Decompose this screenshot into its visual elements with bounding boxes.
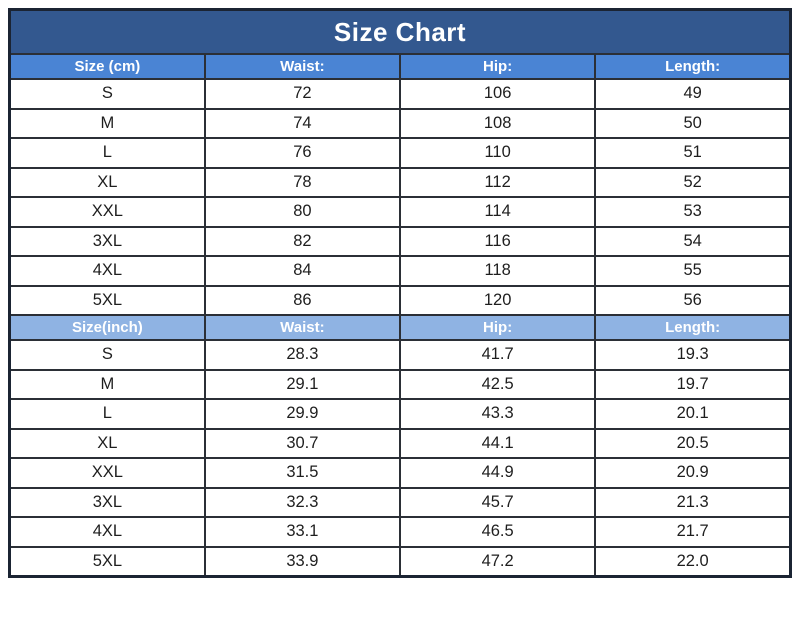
length-value-cell: 51 — [594, 137, 792, 169]
cm-hip-column-header: Hip: — [398, 53, 597, 80]
cm-size-column-header: Size (cm) — [8, 53, 206, 80]
waist-value-cell: 82 — [203, 225, 402, 257]
length-value-cell: 56 — [594, 284, 792, 316]
hip-value-cell: 44.9 — [398, 457, 597, 489]
hip-value-cell: 112 — [398, 166, 597, 198]
cm-row-xl: XL 78 112 52 — [8, 166, 792, 198]
cm-row-5xl: 5XL 86 120 56 — [8, 284, 792, 316]
length-value-cell: 53 — [594, 196, 792, 228]
waist-value-cell: 32.3 — [203, 486, 402, 518]
length-value-cell: 21.7 — [594, 516, 792, 548]
inch-row-xl: XL 30.7 44.1 20.5 — [8, 427, 792, 459]
size-label-cell: XL — [8, 427, 206, 459]
length-value-cell: 49 — [594, 78, 792, 110]
size-label-cell: L — [8, 398, 206, 430]
hip-value-cell: 118 — [398, 255, 597, 287]
inch-row-xxl: XXL 31.5 44.9 20.9 — [8, 457, 792, 489]
inch-hip-column-header: Hip: — [398, 314, 597, 341]
cm-header-row: Size (cm) Waist: Hip: Length: — [8, 53, 792, 80]
page-title: Size Chart — [8, 8, 792, 55]
hip-value-cell: 110 — [398, 137, 597, 169]
waist-value-cell: 28.3 — [203, 339, 402, 371]
hip-value-cell: 116 — [398, 225, 597, 257]
hip-value-cell: 45.7 — [398, 486, 597, 518]
hip-value-cell: 47.2 — [398, 545, 597, 578]
waist-value-cell: 33.1 — [203, 516, 402, 548]
length-value-cell: 19.7 — [594, 368, 792, 400]
waist-value-cell: 86 — [203, 284, 402, 316]
cm-row-xxl: XXL 80 114 53 — [8, 196, 792, 228]
waist-value-cell: 80 — [203, 196, 402, 228]
size-chart-table: Size Chart Size (cm) Waist: Hip: Length:… — [8, 8, 792, 578]
hip-value-cell: 108 — [398, 107, 597, 139]
waist-value-cell: 72 — [203, 78, 402, 110]
size-label-cell: M — [8, 107, 206, 139]
cm-length-column-header: Length: — [594, 53, 792, 80]
inch-size-column-header: Size(inch) — [8, 314, 206, 341]
inch-row-s: S 28.3 41.7 19.3 — [8, 339, 792, 371]
hip-value-cell: 106 — [398, 78, 597, 110]
size-label-cell: 4XL — [8, 516, 206, 548]
inch-length-column-header: Length: — [594, 314, 792, 341]
size-label-cell: L — [8, 137, 206, 169]
size-label-cell: M — [8, 368, 206, 400]
length-value-cell: 20.9 — [594, 457, 792, 489]
hip-value-cell: 43.3 — [398, 398, 597, 430]
cm-waist-column-header: Waist: — [203, 53, 402, 80]
waist-value-cell: 29.1 — [203, 368, 402, 400]
length-value-cell: 22.0 — [594, 545, 792, 578]
title-row: Size Chart — [8, 8, 792, 55]
size-label-cell: 4XL — [8, 255, 206, 287]
length-value-cell: 20.5 — [594, 427, 792, 459]
cm-row-m: M 74 108 50 — [8, 107, 792, 139]
inch-row-m: M 29.1 42.5 19.7 — [8, 368, 792, 400]
waist-value-cell: 74 — [203, 107, 402, 139]
hip-value-cell: 41.7 — [398, 339, 597, 371]
hip-value-cell: 120 — [398, 284, 597, 316]
length-value-cell: 50 — [594, 107, 792, 139]
waist-value-cell: 29.9 — [203, 398, 402, 430]
inch-row-5xl: 5XL 33.9 47.2 22.0 — [8, 545, 792, 578]
length-value-cell: 20.1 — [594, 398, 792, 430]
size-label-cell: S — [8, 339, 206, 371]
waist-value-cell: 76 — [203, 137, 402, 169]
length-value-cell: 55 — [594, 255, 792, 287]
hip-value-cell: 46.5 — [398, 516, 597, 548]
length-value-cell: 19.3 — [594, 339, 792, 371]
cm-row-s: S 72 106 49 — [8, 78, 792, 110]
inch-waist-column-header: Waist: — [203, 314, 402, 341]
hip-value-cell: 44.1 — [398, 427, 597, 459]
size-label-cell: XL — [8, 166, 206, 198]
inch-header-row: Size(inch) Waist: Hip: Length: — [8, 314, 792, 341]
inch-row-4xl: 4XL 33.1 46.5 21.7 — [8, 516, 792, 548]
size-label-cell: 5XL — [8, 284, 206, 316]
hip-value-cell: 114 — [398, 196, 597, 228]
waist-value-cell: 78 — [203, 166, 402, 198]
length-value-cell: 21.3 — [594, 486, 792, 518]
size-label-cell: S — [8, 78, 206, 110]
length-value-cell: 54 — [594, 225, 792, 257]
inch-row-3xl: 3XL 32.3 45.7 21.3 — [8, 486, 792, 518]
length-value-cell: 52 — [594, 166, 792, 198]
size-chart-container: Size Chart Size (cm) Waist: Hip: Length:… — [8, 8, 792, 578]
size-label-cell: 3XL — [8, 225, 206, 257]
size-label-cell: XXL — [8, 457, 206, 489]
size-label-cell: XXL — [8, 196, 206, 228]
waist-value-cell: 84 — [203, 255, 402, 287]
size-label-cell: 3XL — [8, 486, 206, 518]
hip-value-cell: 42.5 — [398, 368, 597, 400]
size-label-cell: 5XL — [8, 545, 206, 578]
cm-row-3xl: 3XL 82 116 54 — [8, 225, 792, 257]
cm-row-4xl: 4XL 84 118 55 — [8, 255, 792, 287]
cm-row-l: L 76 110 51 — [8, 137, 792, 169]
waist-value-cell: 33.9 — [203, 545, 402, 578]
waist-value-cell: 30.7 — [203, 427, 402, 459]
inch-row-l: L 29.9 43.3 20.1 — [8, 398, 792, 430]
waist-value-cell: 31.5 — [203, 457, 402, 489]
